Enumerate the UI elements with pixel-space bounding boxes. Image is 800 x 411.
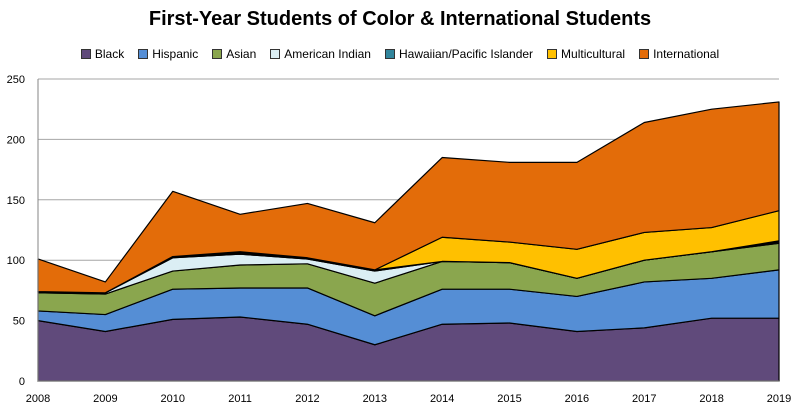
legend-item: Asian <box>212 47 256 61</box>
y-tick-label: 250 <box>7 74 25 86</box>
legend-swatch <box>138 49 149 59</box>
legend-swatch <box>384 49 395 59</box>
y-tick-label: 200 <box>7 134 25 146</box>
legend-swatch <box>639 49 650 59</box>
y-tick-label: 100 <box>7 255 25 267</box>
x-tick-label: 2016 <box>565 393 589 405</box>
x-tick-label: 2009 <box>93 393 117 405</box>
legend-item: Hispanic <box>138 47 198 61</box>
legend-swatch <box>80 49 91 59</box>
legend-item: American Indian <box>270 47 371 61</box>
legend-label: Black <box>94 47 125 61</box>
y-tick-label: 0 <box>19 376 25 388</box>
x-tick-label: 2018 <box>699 393 723 405</box>
legend-label: Hawaiian/Pacific Islander <box>398 47 534 61</box>
legend-label: Hispanic <box>152 47 199 61</box>
legend-item: International <box>639 47 719 61</box>
legend-swatch <box>270 49 281 59</box>
legend-label: Multicultural <box>561 47 626 61</box>
legend-item: Multicultural <box>547 47 625 61</box>
area-international <box>37 101 780 294</box>
x-tick-label: 2017 <box>632 393 656 405</box>
legend-label: American Indian <box>284 47 371 61</box>
legend-item: Hawaiian/Pacific Islander <box>384 47 534 61</box>
legend: Black Hispanic Asian American Indian Hawaiia… <box>0 47 800 61</box>
legend-swatch <box>547 49 558 59</box>
legend-item: Black <box>80 47 125 61</box>
x-tick-label: 2012 <box>295 393 319 405</box>
y-tick-label: 50 <box>13 316 25 328</box>
x-tick-label: 2013 <box>363 393 387 405</box>
legend-label: International <box>653 47 720 61</box>
chart-title: First-Year Students of Color & Internati… <box>148 8 652 30</box>
x-tick-label: 2019 <box>767 393 791 405</box>
x-tick-label: 2015 <box>497 393 521 405</box>
x-tick-label: 2010 <box>160 393 184 405</box>
x-tick-label: 2011 <box>228 393 252 405</box>
x-tick-label: 2008 <box>26 393 50 405</box>
legend-label: Asian <box>226 47 257 61</box>
legend-swatch <box>212 49 223 59</box>
x-tick-label: 2014 <box>430 393 454 405</box>
y-tick-label: 150 <box>7 195 25 207</box>
